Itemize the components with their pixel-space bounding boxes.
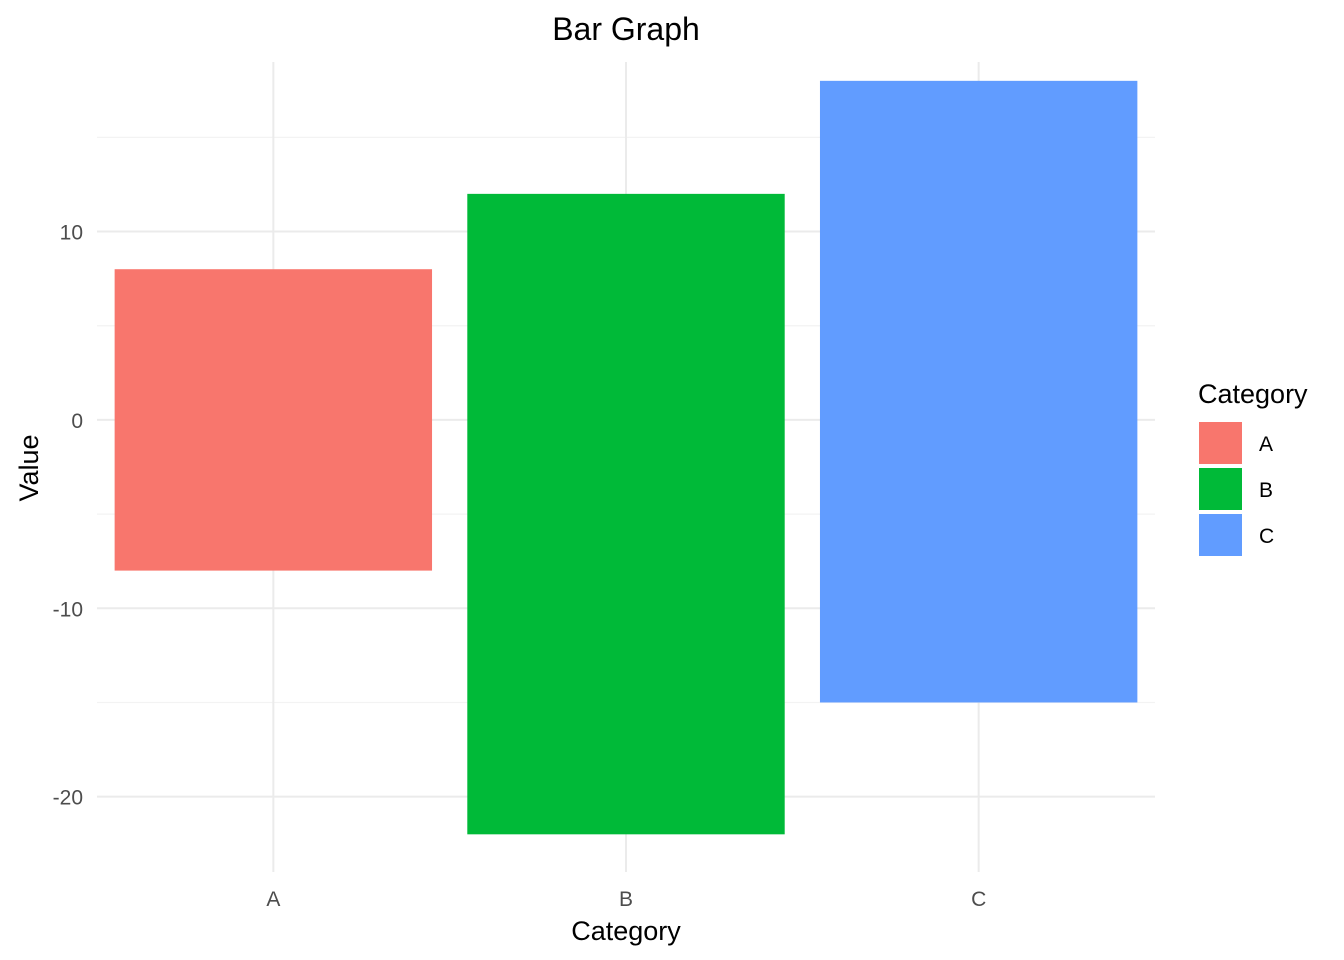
legend-title: Category: [1198, 379, 1308, 409]
bar-A: [114, 269, 433, 571]
legend: Category ABC: [1198, 379, 1308, 556]
y-tick-label: -20: [53, 787, 83, 810]
y-axis-title: Value: [14, 434, 44, 501]
y-tick-label: 10: [60, 222, 83, 245]
y-tick-label: -10: [53, 598, 83, 621]
x-tick-label: A: [266, 888, 280, 911]
bars: [114, 80, 1138, 835]
legend-key-C: [1199, 514, 1242, 556]
y-tick-label: 0: [71, 410, 83, 433]
chart-title: Bar Graph: [552, 11, 700, 47]
legend-label: A: [1259, 433, 1273, 456]
y-axis-ticks: -20 -10 0 10: [53, 222, 83, 810]
x-axis-ticks: A B C: [266, 888, 986, 911]
legend-label: C: [1259, 525, 1274, 548]
legend-items: ABC: [1199, 422, 1274, 556]
legend-key-A: [1199, 422, 1242, 464]
legend-key-B: [1199, 468, 1242, 510]
x-tick-label: C: [971, 888, 986, 911]
x-tick-label: B: [619, 888, 633, 911]
legend-label: B: [1259, 479, 1273, 502]
bar-B: [467, 193, 785, 835]
x-axis-title: Category: [571, 916, 681, 946]
bar-C: [819, 80, 1138, 703]
